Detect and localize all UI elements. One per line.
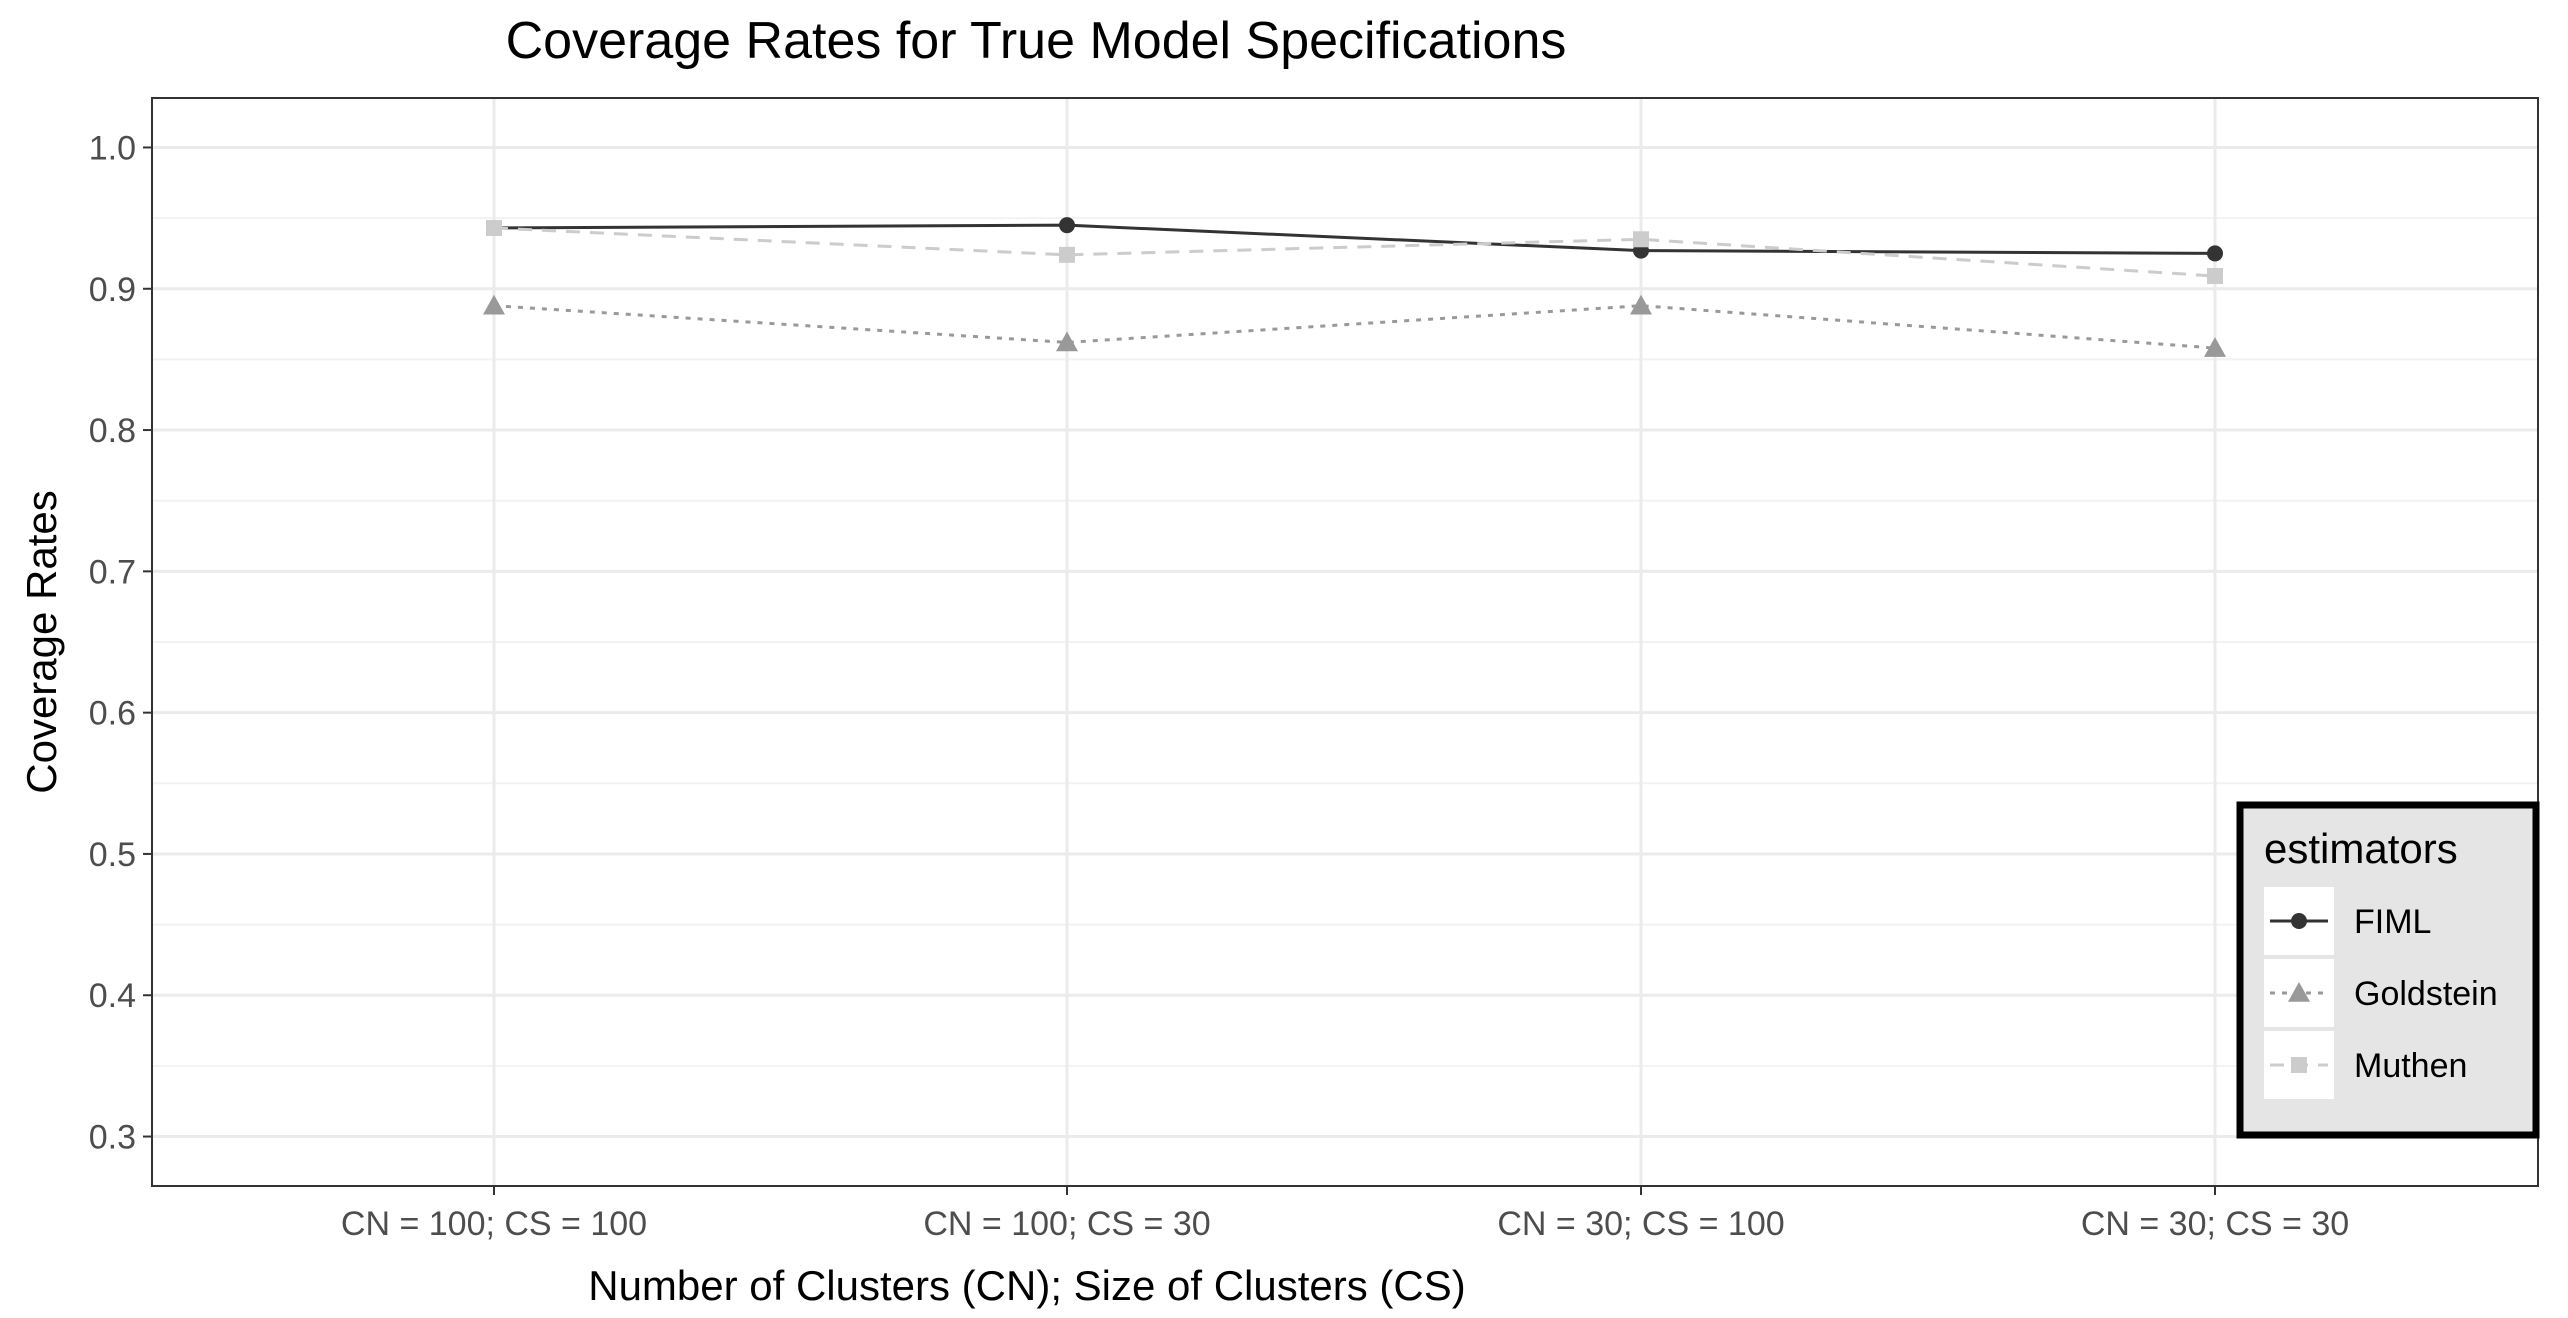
y-tick-label: 0.7 [89,553,136,591]
x-axis-title: Number of Clusters (CN); Size of Cluster… [588,1262,1466,1309]
legend-label-goldstein: Goldstein [2354,975,2498,1013]
data-point-muthen [486,219,502,236]
data-point-muthen [2207,268,2223,285]
y-tick-label: 0.3 [89,1119,136,1157]
y-tick-label: 1.0 [89,129,136,167]
data-point-goldstein [1630,294,1652,315]
y-tick-label: 0.4 [89,977,136,1015]
y-axis-title: Coverage Rates [18,490,65,794]
data-point-goldstein [483,294,505,315]
data-point-fiml [1059,217,1075,234]
panel-border [151,97,2539,1187]
legend-key-marker-muthen [2291,1057,2307,1073]
data-point-goldstein [2204,337,2226,357]
x-tick-label: CN = 100; CS = 30 [923,1205,1210,1243]
x-tick-label: CN = 30; CS = 100 [1497,1205,1784,1243]
x-tick-label: CN = 30; CS = 30 [2081,1205,2349,1243]
plot-area: 0.3 0.4 0.5 0.6 0.7 0.8 0.9 1.0 CN = 100; CS = 1… [89,97,2539,1243]
data-point-muthen [1059,246,1075,263]
y-tick-label: 0.8 [89,412,136,450]
legend-key-marker-goldstein [2288,982,2310,1002]
chart-title: Coverage Rates for True Model Specificat… [506,12,1567,70]
legend-title: estimators [2264,825,2458,872]
data-point-goldstein [1056,331,1078,352]
legend-label-fiml: FIML [2354,903,2431,941]
legend-label-muthen: Muthen [2354,1047,2467,1085]
legend-key-marker-fiml [2291,913,2307,929]
data-point-fiml [2207,245,2223,262]
data-point-muthen [1633,231,1649,248]
y-tick-label: 0.6 [89,695,136,733]
x-tick-label: CN = 100; CS = 100 [341,1205,647,1243]
y-tick-label: 0.5 [89,836,136,874]
legend: estimators FIML Goldstein Muthen [2236,801,2540,1139]
y-tick-label: 0.9 [89,271,136,309]
series-line-fiml [493,223,2216,255]
